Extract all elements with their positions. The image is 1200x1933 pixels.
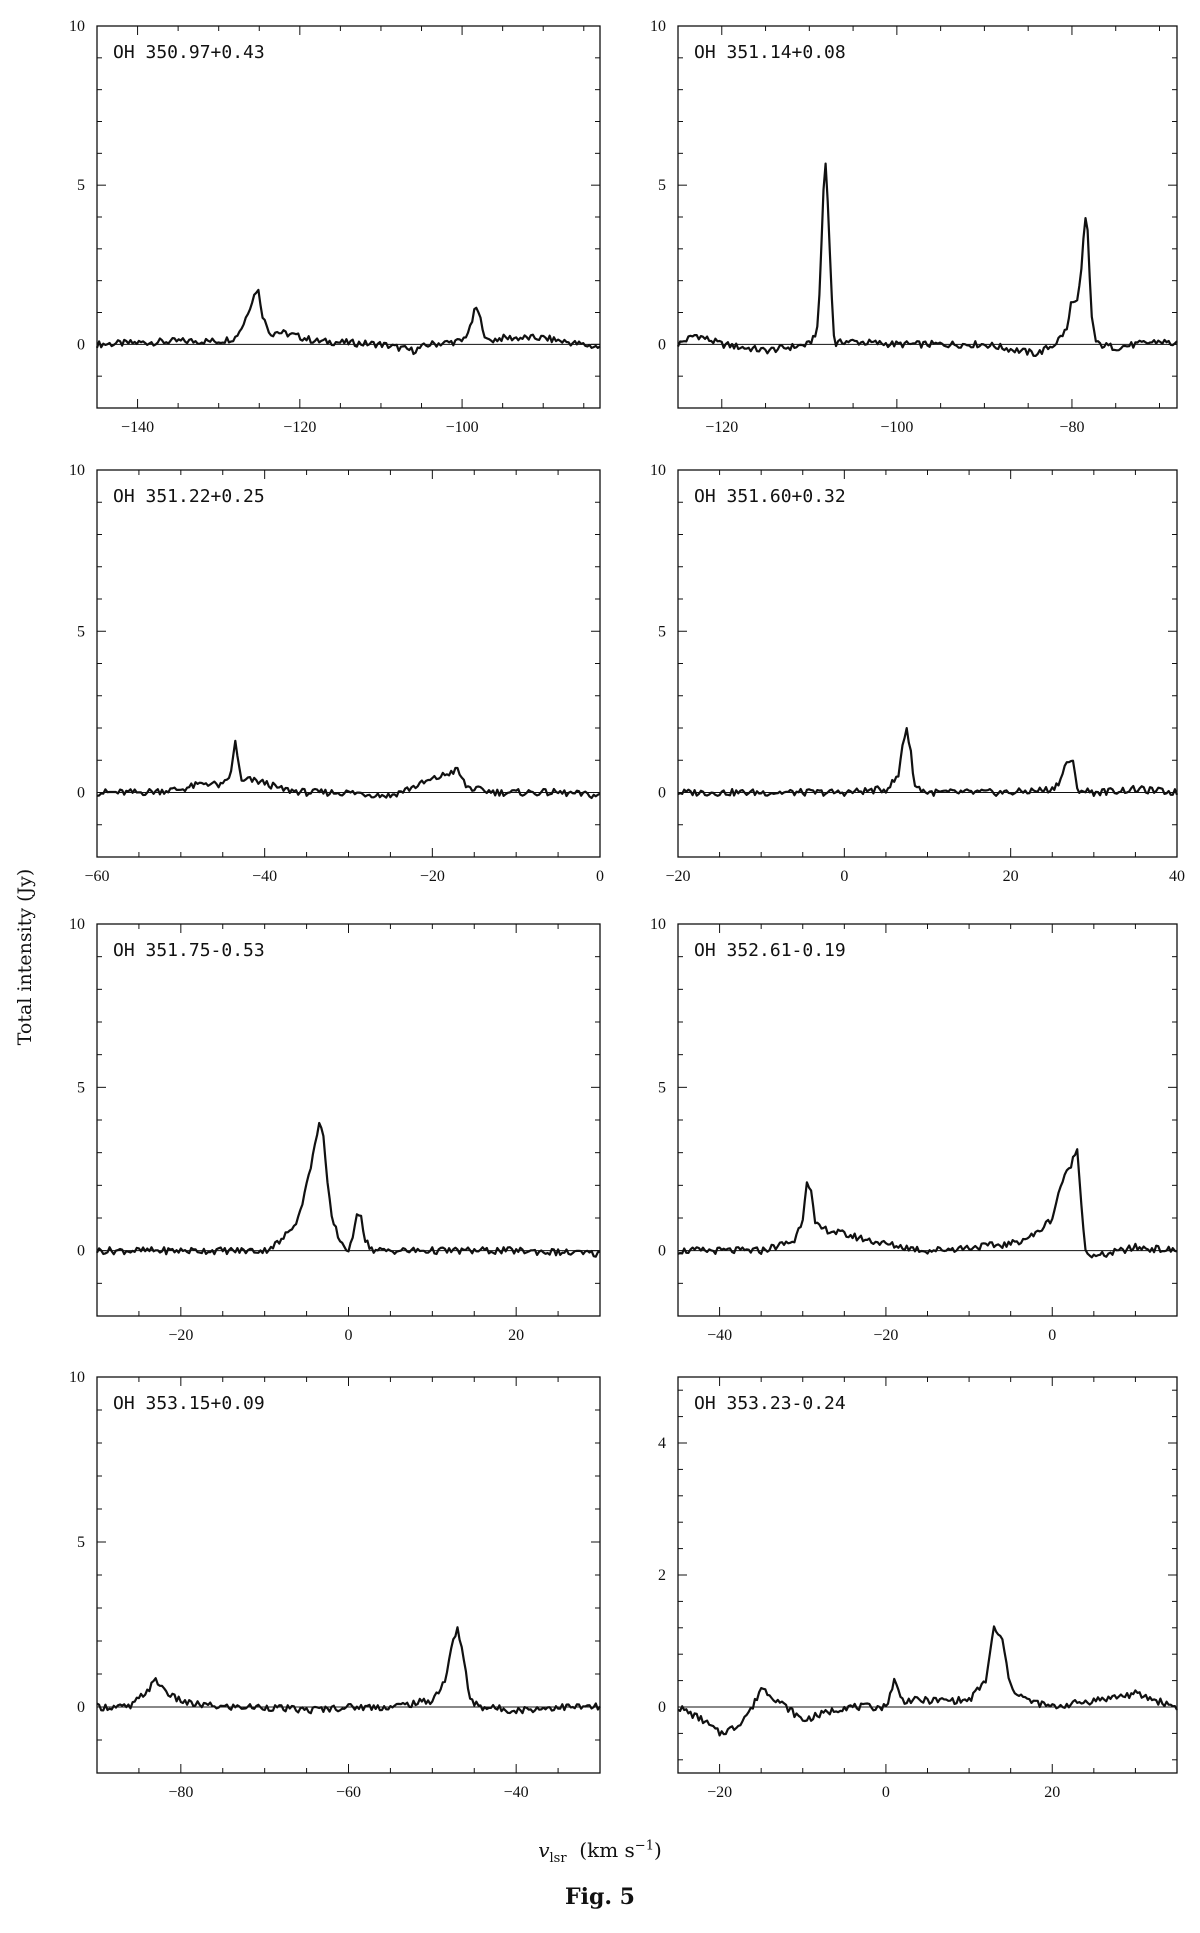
panel-title: OH 351.75-0.53 [113, 940, 265, 961]
figure-caption: Fig. 5 [565, 1884, 635, 1910]
x-tick-label: −40 [504, 1784, 529, 1801]
y-tick-label: 0 [658, 1243, 666, 1260]
spectrum-line [96, 1626, 601, 1715]
spectrum-line [96, 1121, 601, 1258]
x-tick-label: 0 [596, 868, 604, 885]
y-tick-label: 0 [77, 1699, 85, 1716]
spectrum-line [677, 727, 1179, 797]
chart-panel-7: 0 5 10 −80 −60 −40 OH 353.15+0.09 [69, 1369, 601, 1801]
x-tick-label: −120 [283, 419, 316, 436]
y-tick-label: 10 [650, 18, 666, 35]
x-tick-label: 0 [840, 868, 848, 885]
x-tick-label: −20 [665, 868, 690, 885]
y-tick-label: 5 [658, 177, 666, 194]
spectrum-line [676, 162, 1178, 357]
y-tick-label: 10 [650, 916, 666, 933]
x-tick-label: −20 [873, 1327, 898, 1344]
plot-frame [96, 923, 601, 1317]
y-tick-label: 10 [69, 462, 85, 479]
spectrum-line [677, 1625, 1178, 1737]
spectrum-line [96, 739, 601, 800]
y-tick-label: 10 [650, 462, 666, 479]
panel-title: OH 351.60+0.32 [694, 486, 846, 507]
x-tick-label: −80 [1059, 419, 1084, 436]
x-tick-label: 20 [1003, 868, 1019, 885]
x-tick-label: −80 [168, 1784, 193, 1801]
x-tick-label: −20 [420, 868, 445, 885]
y-tick-label: 5 [77, 623, 85, 640]
plot-frame [677, 923, 1178, 1317]
chart-panel-8: 0 2 4 −20 0 20 OH 353.23-0.24 [658, 1376, 1178, 1801]
plot-frame [677, 25, 1178, 409]
x-tick-label: −60 [336, 1784, 361, 1801]
chart-panel-3: 0 5 10 −60 −40 −20 0 OH 351.22+0.25 [69, 462, 604, 885]
x-tick-label: 20 [1044, 1784, 1060, 1801]
x-axis-label: vlsr (km s−1) [0, 1838, 1200, 1866]
y-tick-label: 4 [658, 1435, 666, 1452]
spectrum-line [95, 288, 601, 356]
x-axis-var-sub: lsr [549, 1851, 567, 1866]
y-tick-label: 5 [77, 1534, 85, 1551]
panel-title: OH 351.22+0.25 [113, 486, 265, 507]
chart-panel-6: 0 5 10 −40 −20 0 OH 352.61-0.19 [650, 916, 1178, 1344]
y-tick-label: 5 [658, 1079, 666, 1096]
y-tick-label: 10 [69, 916, 85, 933]
y-axis-label-text: Total intensity (Jy) [14, 868, 36, 1046]
spectrum-line [677, 1148, 1178, 1259]
y-tick-label: 10 [69, 1369, 85, 1386]
y-tick-label: 0 [77, 785, 85, 802]
y-tick-label: 5 [658, 623, 666, 640]
x-tick-label: −120 [705, 419, 738, 436]
chart-panel-1: 0 5 10 −140 −120 −100 OH 350.97+0.43 [69, 18, 601, 436]
y-tick-label: 5 [77, 177, 85, 194]
x-tick-label: −20 [707, 1784, 732, 1801]
x-tick-label: 0 [1048, 1327, 1056, 1344]
y-tick-label: 2 [658, 1567, 666, 1584]
y-tick-label: 0 [77, 336, 85, 353]
x-tick-label: −60 [84, 868, 109, 885]
x-axis-unit-sup: −1 [634, 1838, 654, 1854]
x-tick-label: −40 [707, 1327, 732, 1344]
plot-frame [677, 469, 1178, 858]
x-tick-label: 0 [882, 1784, 890, 1801]
x-tick-label: −100 [880, 419, 913, 436]
y-tick-label: 0 [658, 336, 666, 353]
y-tick-label: 0 [658, 785, 666, 802]
plot-frame [96, 25, 601, 409]
y-tick-label: 5 [77, 1079, 85, 1096]
x-tick-label: 0 [345, 1327, 353, 1344]
panel-title: OH 351.14+0.08 [694, 42, 846, 63]
x-tick-label: −100 [446, 419, 479, 436]
panel-title: OH 353.15+0.09 [113, 1393, 265, 1414]
y-tick-label: 0 [658, 1699, 666, 1716]
x-tick-label: −140 [121, 419, 154, 436]
x-tick-label: 40 [1169, 868, 1185, 885]
y-axis-label: Total intensity (Jy) [10, 869, 40, 1046]
y-tick-label: 10 [69, 18, 85, 35]
chart-panel-4: 0 5 10 −20 0 20 40 OH 351.60+0.32 [650, 462, 1185, 885]
y-tick-label: 0 [77, 1243, 85, 1260]
x-tick-label: −20 [168, 1327, 193, 1344]
x-axis-var: v [538, 1838, 550, 1862]
x-tick-label: 20 [508, 1327, 524, 1344]
plot-frame [96, 1376, 601, 1774]
x-axis-unit-pre: (km s [579, 1838, 635, 1862]
chart-panel-2: 0 5 10 −120 −100 −80 OH 351.14+0.08 [650, 18, 1178, 436]
panel-title: OH 353.23-0.24 [694, 1393, 846, 1414]
panel-title: OH 352.61-0.19 [694, 940, 846, 961]
plot-frame [96, 469, 601, 858]
panel-title: OH 350.97+0.43 [113, 42, 265, 63]
x-tick-label: −40 [252, 868, 277, 885]
x-axis-unit-post: ) [653, 1838, 662, 1862]
chart-panel-5: 0 5 10 −20 0 20 OH 351.75-0.53 [69, 916, 601, 1344]
plot-frame [677, 1376, 1178, 1774]
